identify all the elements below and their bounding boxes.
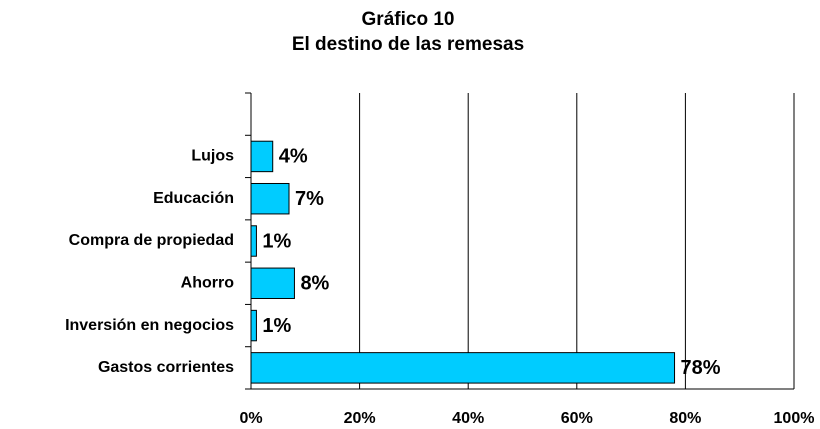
data-label: 1% — [262, 230, 291, 252]
chart-title: Gráfico 10 — [362, 9, 455, 30]
y-tick-label: Compra de propiedad — [69, 232, 234, 249]
bar — [250, 267, 295, 300]
y-tick-label: Lujos — [191, 148, 234, 165]
bar — [250, 309, 257, 342]
y-tick-label: Educación — [153, 190, 234, 207]
x-tick-label: 80% — [669, 410, 701, 427]
bar — [250, 352, 676, 384]
bar — [250, 182, 290, 215]
y-tick-label: Gastos corrientes — [98, 359, 234, 376]
x-tick-label: 20% — [344, 410, 376, 427]
data-label: 8% — [300, 273, 329, 295]
data-label: 1% — [262, 315, 291, 337]
data-label: 4% — [279, 146, 308, 168]
x-tick-label: 100% — [774, 410, 815, 427]
data-label: 78% — [681, 357, 721, 379]
bar — [250, 225, 257, 257]
x-tick-label: 40% — [452, 410, 484, 427]
x-tick-label: 60% — [561, 410, 593, 427]
bar — [250, 140, 274, 173]
chart-subtitle: El destino de las remesas — [292, 34, 524, 55]
y-tick-label: Inversión en negocios — [65, 317, 234, 334]
data-label: 7% — [295, 188, 324, 210]
x-tick-label: 0% — [239, 410, 262, 427]
y-tick-label: Ahorro — [181, 275, 235, 292]
